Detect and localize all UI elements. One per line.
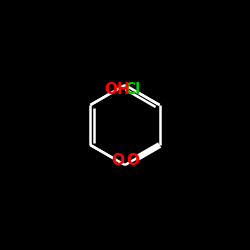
Text: Cl: Cl — [124, 82, 141, 97]
Text: O: O — [126, 153, 139, 168]
Text: O: O — [111, 153, 124, 168]
Text: OH: OH — [104, 82, 130, 97]
